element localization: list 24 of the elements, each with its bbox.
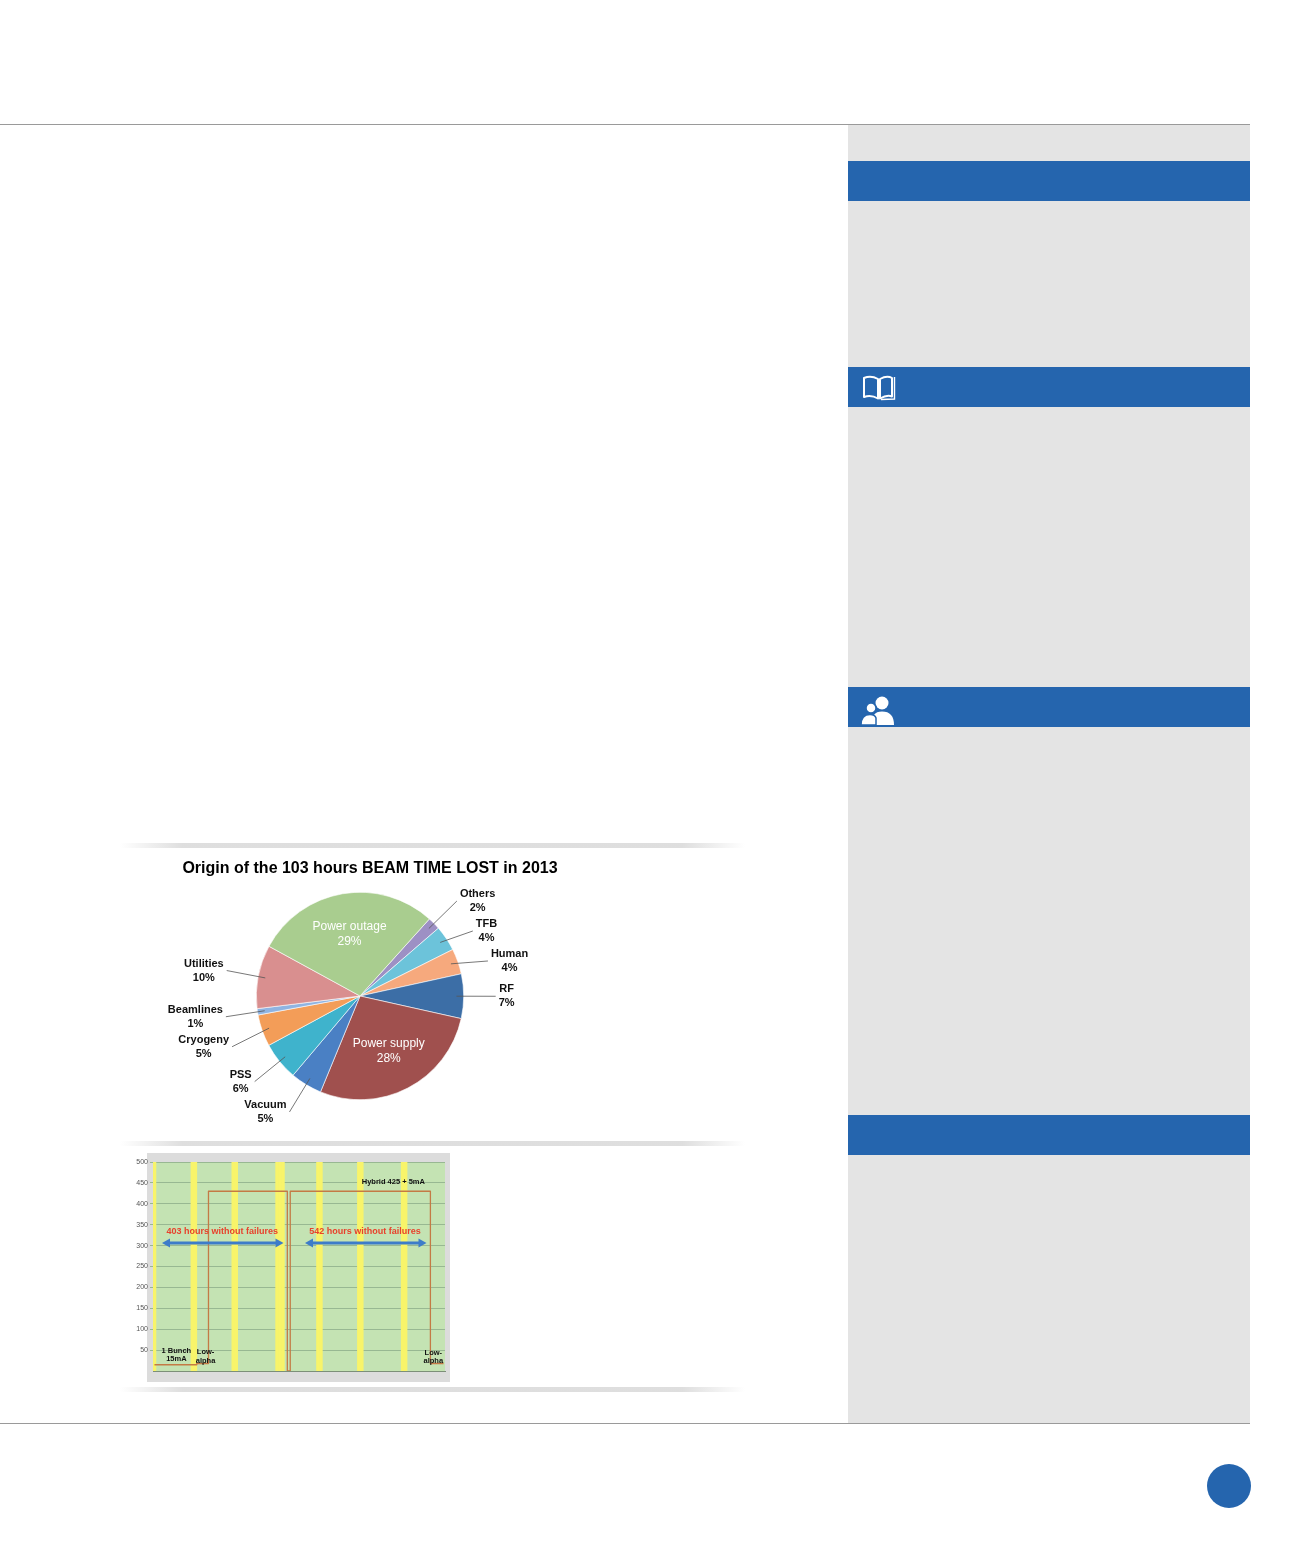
data-label: 6% — [232, 1081, 249, 1094]
data-label: 5% — [257, 1111, 274, 1124]
slice-label: Power supply — [352, 1036, 425, 1050]
slice-label: Human — [490, 947, 529, 960]
chart-title: Origin of the 103 hours BEAM TIME LOST in 2013 — [182, 859, 558, 877]
data-label: 4% — [501, 961, 518, 974]
slice-label: RF — [499, 982, 515, 995]
slice-label: Beamlines — [167, 1002, 223, 1015]
data-label: 7% — [498, 996, 515, 1009]
data-label: 10% — [192, 970, 216, 983]
slice-label: TFB — [475, 917, 498, 930]
data-label: 29% — [337, 934, 362, 949]
slice-label: Cryogeny — [178, 1032, 230, 1045]
slice-label: Power outage — [312, 919, 387, 934]
annotation: 542 hours without failures — [309, 1226, 421, 1237]
slice-label: PSS — [229, 1067, 252, 1080]
slice-label: Others — [459, 887, 496, 900]
data-label: 28% — [376, 1051, 402, 1065]
data-label: 1% — [187, 1016, 204, 1029]
data-label: 4% — [478, 931, 495, 944]
data-label: 5% — [195, 1046, 212, 1059]
data-label: 2% — [469, 901, 486, 914]
slice-label: Utilities — [183, 956, 224, 969]
slice-label: Vacuum — [244, 1097, 287, 1110]
